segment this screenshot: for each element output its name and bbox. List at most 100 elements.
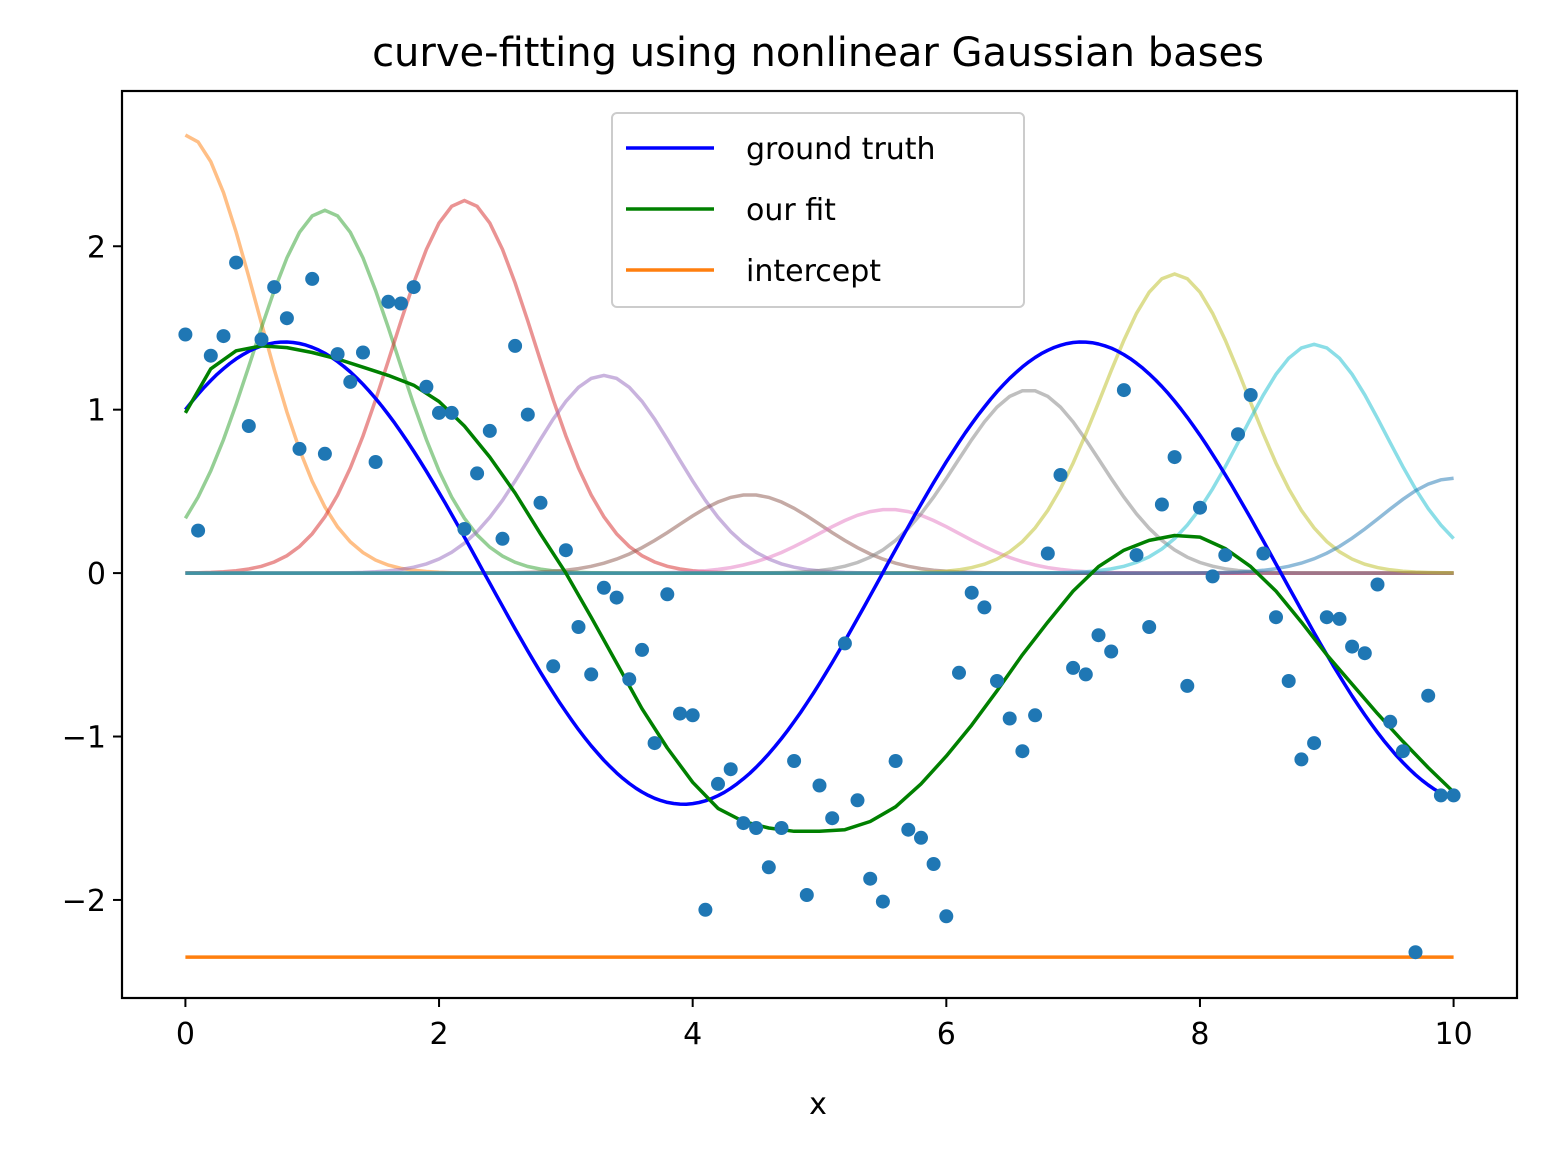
- scatter-point: [1116, 383, 1131, 398]
- x-axis-ticks: 0 2 4 6 8 10: [176, 998, 1473, 1052]
- scatter-point: [457, 522, 472, 536]
- x-tick-label: 6: [937, 1017, 956, 1052]
- scatter-points: [178, 255, 1461, 960]
- plot-area: [178, 133, 1461, 960]
- scatter-point: [381, 294, 396, 309]
- scatter-point: [203, 348, 218, 363]
- scatter-point: [394, 296, 408, 311]
- scatter-point: [723, 762, 738, 777]
- scatter-point: [609, 590, 624, 605]
- scatter-point: [546, 659, 561, 674]
- scatter-point: [825, 811, 840, 826]
- scatter-point: [343, 374, 358, 389]
- scatter-point: [736, 816, 751, 831]
- scatter-point: [1294, 752, 1309, 767]
- scatter-point: [964, 585, 979, 600]
- scatter-point: [254, 332, 269, 347]
- y-tick-label: −1: [62, 721, 106, 756]
- scatter-point: [990, 674, 1004, 688]
- scatter-point: [508, 338, 523, 353]
- scatter-point: [1040, 546, 1055, 561]
- legend-label-ground-truth: ground truth: [746, 132, 936, 167]
- scatter-point: [1243, 388, 1258, 402]
- scatter-point: [1053, 468, 1068, 482]
- scatter-point: [1446, 788, 1461, 803]
- scatter-point: [1433, 788, 1448, 803]
- y-tick-label: 2: [87, 230, 106, 265]
- x-tick-label: 0: [176, 1017, 195, 1052]
- scatter-point: [774, 821, 789, 835]
- scatter-point: [647, 736, 662, 751]
- scatter-point: [875, 894, 890, 909]
- scatter-point: [952, 665, 966, 680]
- scatter-point: [698, 902, 713, 917]
- series-ground-truth: [184, 340, 1455, 806]
- series-lines: [183, 340, 1455, 959]
- scatter-point: [622, 672, 637, 687]
- y-tick-label: 0: [87, 557, 106, 592]
- scatter-point: [191, 523, 206, 538]
- scatter-point: [1066, 660, 1081, 675]
- scatter-point: [1256, 546, 1271, 561]
- scatter-point: [1395, 744, 1410, 759]
- scatter-point: [1154, 497, 1169, 512]
- scatter-point: [432, 405, 446, 420]
- scatter-point: [533, 495, 548, 510]
- scatter-point: [787, 754, 802, 768]
- plot-frame: [120, 89, 1519, 1000]
- scatter-point: [558, 543, 573, 558]
- scatter-point: [673, 706, 687, 721]
- scatter-point: [406, 280, 421, 295]
- scatter-point: [1104, 644, 1119, 659]
- scatter-point: [888, 754, 903, 768]
- legend-label-intercept: intercept: [746, 254, 881, 289]
- scatter-point: [1028, 708, 1043, 723]
- legend-entries: ground truth our fit intercept: [626, 132, 936, 289]
- scatter-point: [1269, 610, 1283, 625]
- scatter-point: [1231, 427, 1245, 442]
- legend: ground truth our fit intercept: [611, 112, 1025, 308]
- gaussian-bases: [183, 133, 1455, 575]
- scatter-point: [635, 642, 649, 657]
- scatter-point: [1383, 714, 1398, 729]
- scatter-point: [305, 271, 320, 286]
- scatter-point: [914, 830, 928, 845]
- scatter-point: [1193, 500, 1207, 515]
- scatter-point: [229, 255, 244, 270]
- scatter-point: [1218, 548, 1233, 563]
- scatter-point: [444, 405, 459, 420]
- scatter-point: [837, 636, 852, 651]
- scatter-point: [279, 311, 294, 326]
- x-tick-label: 8: [1190, 1017, 1209, 1052]
- scatter-point: [241, 419, 256, 433]
- scatter-point: [267, 280, 282, 295]
- scatter-point: [926, 857, 941, 871]
- scatter-point: [292, 441, 307, 456]
- scatter-point: [761, 860, 776, 875]
- scatter-point: [1078, 667, 1093, 682]
- scatter-point: [1319, 610, 1334, 625]
- series-our-fit: [183, 344, 1455, 834]
- scatter-point: [749, 821, 764, 835]
- legend-label-our-fit: our fit: [746, 193, 836, 228]
- scatter-point: [482, 423, 497, 438]
- scatter-point: [330, 347, 345, 362]
- scatter-point: [1167, 450, 1182, 465]
- scatter-point: [660, 587, 675, 602]
- scatter-point: [977, 600, 992, 615]
- scatter-point: [685, 708, 700, 723]
- scatter-point: [178, 327, 193, 342]
- legend-box: [611, 112, 1025, 308]
- scatter-point: [520, 407, 535, 422]
- x-tick-label: 10: [1434, 1017, 1472, 1052]
- scatter-point: [216, 329, 231, 344]
- scatter-point: [812, 778, 827, 793]
- scatter-point: [799, 888, 814, 902]
- scatter-point: [470, 466, 485, 481]
- y-tick-label: −2: [62, 884, 106, 919]
- scatter-point: [711, 776, 725, 791]
- y-axis-ticks: −2 −1 0 1 2: [62, 230, 122, 919]
- scatter-point: [1281, 674, 1296, 688]
- x-tick-label: 4: [683, 1017, 702, 1052]
- scatter-point: [1205, 569, 1220, 584]
